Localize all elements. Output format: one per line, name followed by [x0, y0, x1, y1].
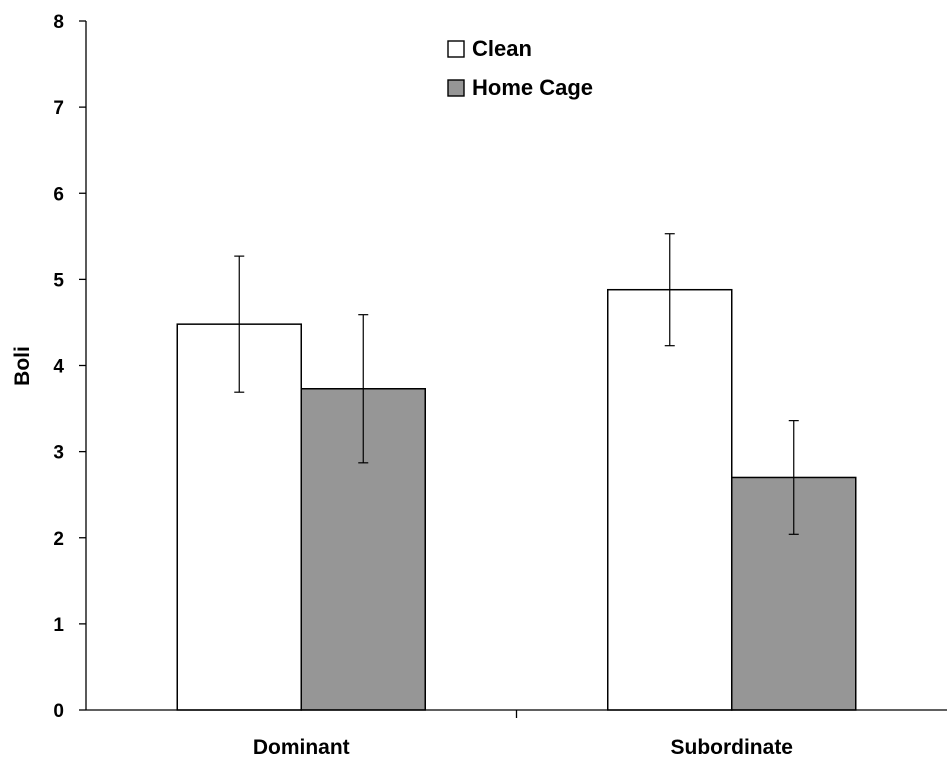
legend-label: Clean	[472, 36, 532, 61]
legend-swatch	[447, 79, 465, 97]
x-category-label: Subordinate	[670, 736, 793, 759]
error-bars-group	[234, 233, 799, 535]
y-tick-label: 0	[53, 701, 64, 722]
y-tick-label: 3	[53, 443, 64, 464]
y-tick-label: 5	[53, 270, 64, 291]
y-tick-label: 7	[53, 98, 64, 119]
y-tick-label: 1	[53, 615, 64, 636]
legend-swatch	[447, 40, 465, 58]
legend-label: Home Cage	[472, 75, 593, 100]
y-tick-label: 4	[53, 357, 64, 378]
x-category-label: Dominant	[253, 736, 350, 759]
y-tick-label: 6	[53, 184, 64, 205]
x-categories-group: Dominant Subordinate	[253, 710, 793, 759]
bars-group	[176, 288, 857, 711]
y-tick-label: 8	[53, 12, 64, 33]
y-ticks-group: 0 1 2 3 4 5 6 7 8	[53, 12, 86, 722]
y-axis-label: Boli	[11, 346, 34, 386]
bar	[607, 288, 733, 711]
legend: Clean Home Cage	[447, 36, 593, 100]
y-tick-label: 2	[53, 529, 64, 550]
